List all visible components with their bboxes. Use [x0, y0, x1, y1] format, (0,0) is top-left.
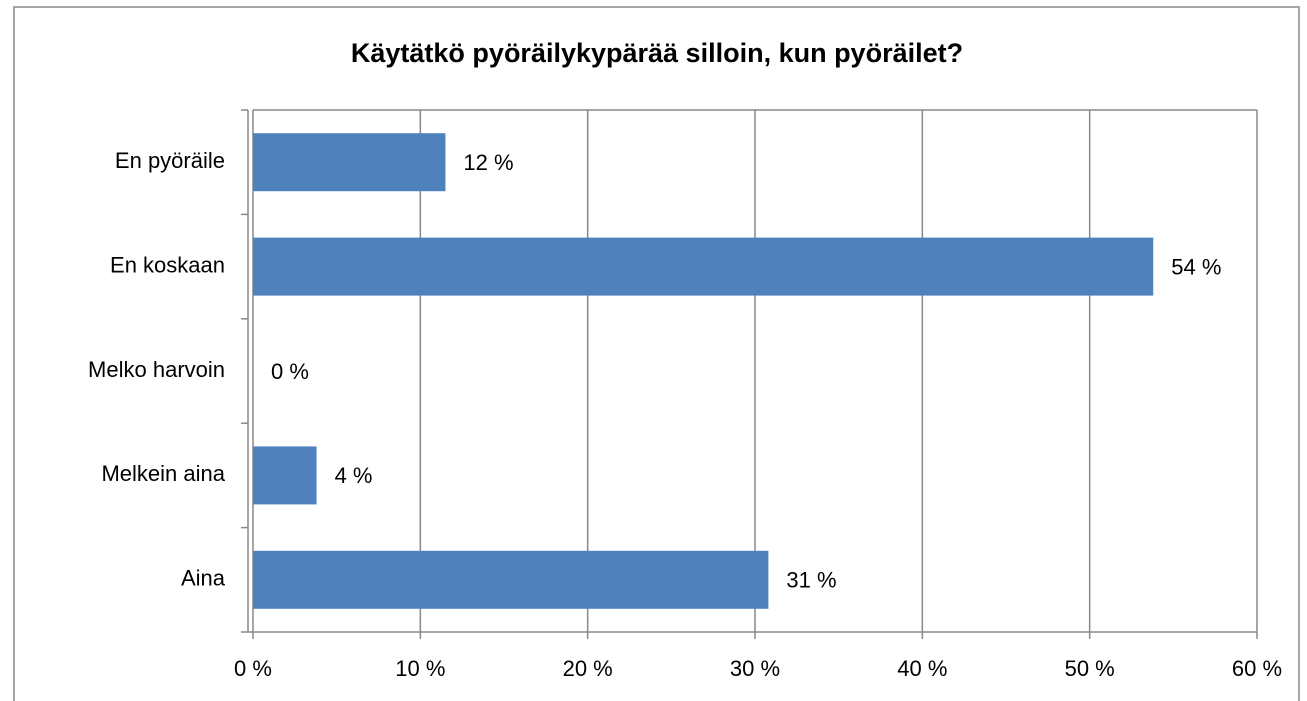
data-label: 0 %	[271, 359, 309, 384]
x-tick-label: 0 %	[234, 656, 272, 681]
y-tick-label: Melkein aina	[101, 461, 225, 486]
data-label: 54 %	[1171, 254, 1221, 279]
data-label: 4 %	[335, 463, 373, 488]
x-tick-label: 10 %	[395, 656, 445, 681]
y-tick-label: Melko harvoin	[88, 357, 225, 382]
chart-title: Käytätkö pyöräilykypärää silloin, kun py…	[351, 38, 963, 68]
bar	[253, 237, 1154, 296]
bar	[253, 446, 317, 505]
y-tick-label: En pyöräile	[115, 148, 225, 173]
y-tick-label: En koskaan	[110, 252, 225, 277]
x-tick-label: 50 %	[1065, 656, 1115, 681]
x-tick-label: 60 %	[1232, 656, 1282, 681]
x-tick-label: 20 %	[563, 656, 613, 681]
bar	[253, 550, 769, 609]
y-tick-label: Aina	[181, 566, 226, 591]
data-label: 31 %	[786, 568, 836, 593]
x-tick-label: 40 %	[897, 656, 947, 681]
data-label: 12 %	[463, 150, 513, 175]
bar	[253, 133, 446, 192]
x-tick-label: 30 %	[730, 656, 780, 681]
